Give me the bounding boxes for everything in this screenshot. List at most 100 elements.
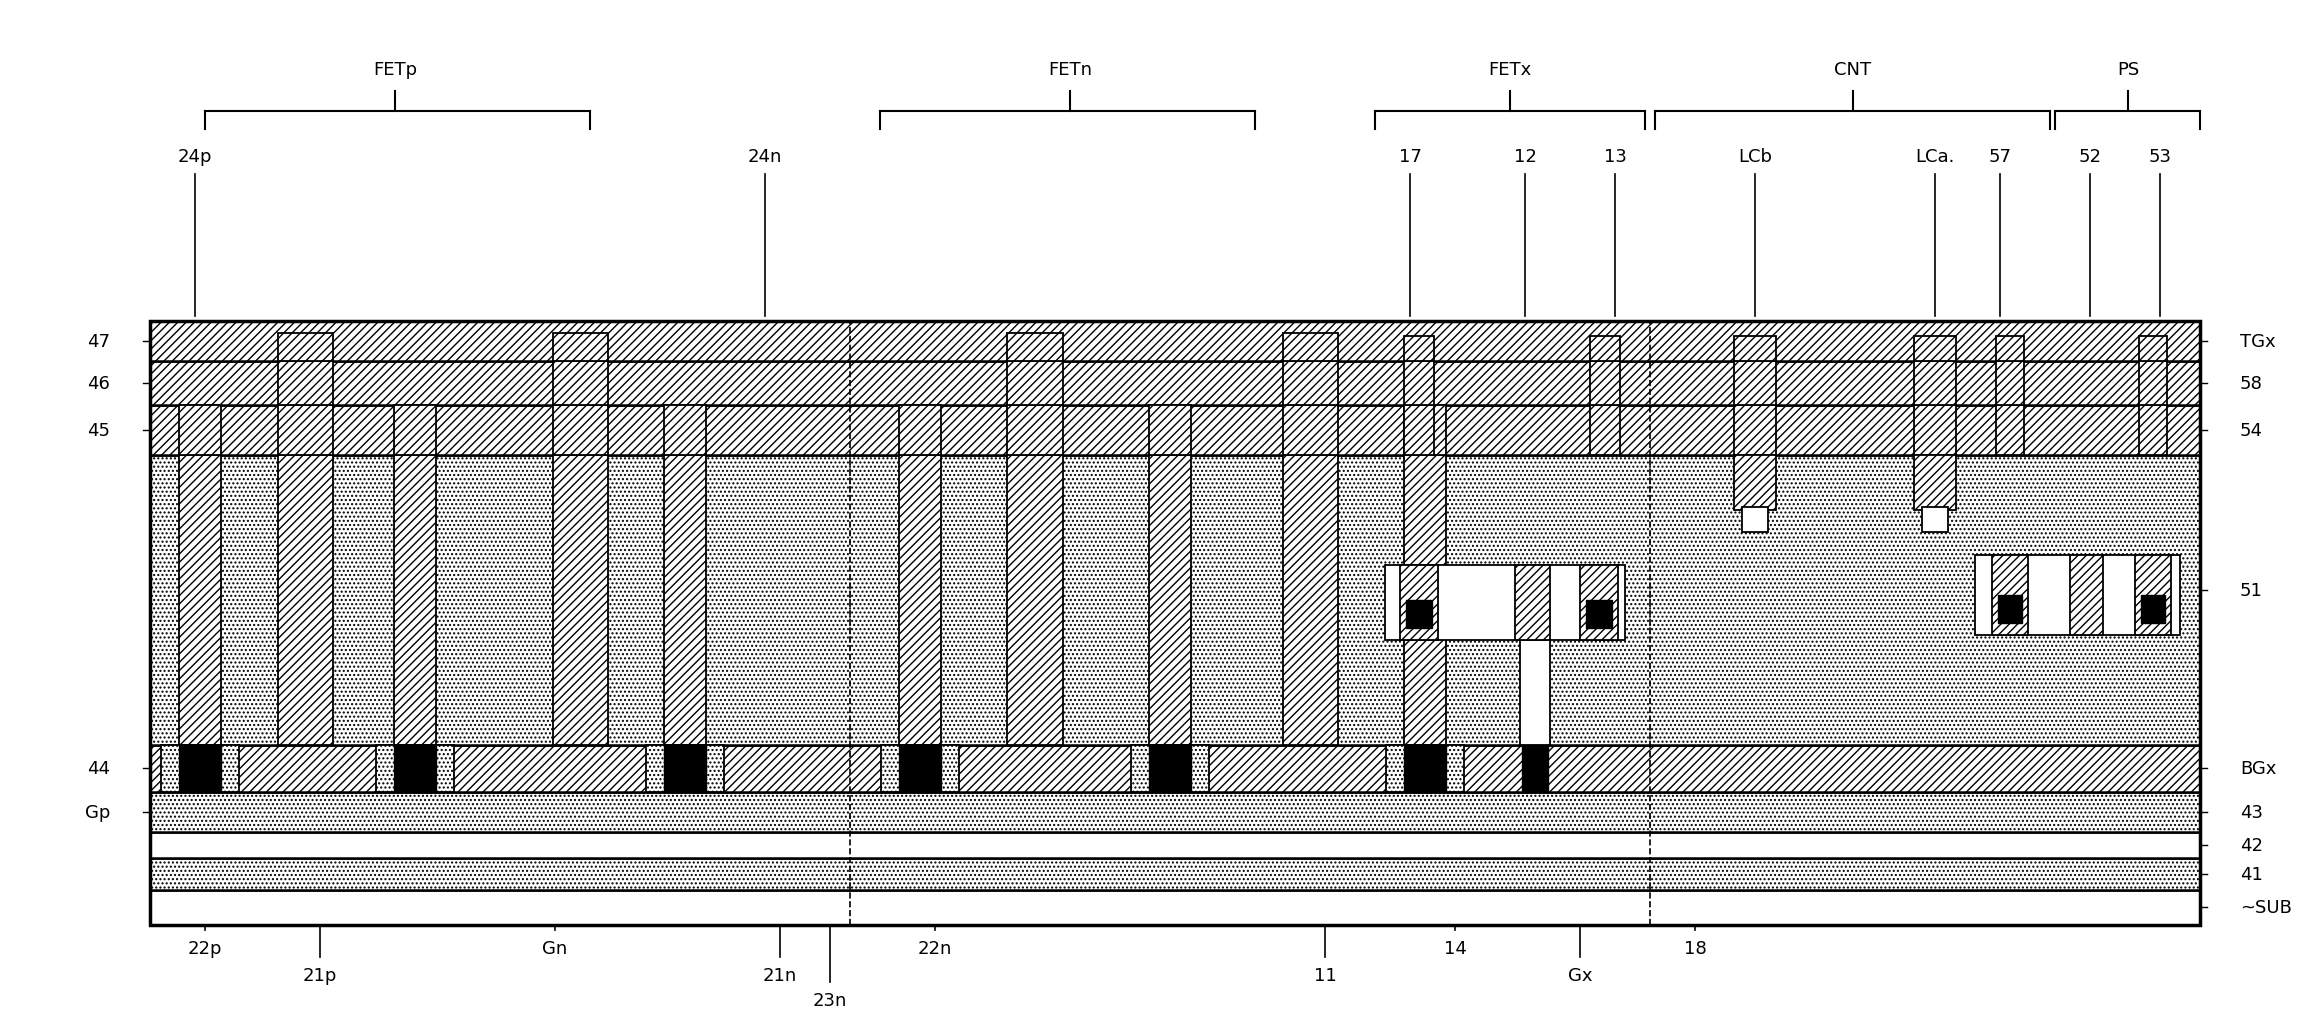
Bar: [1735, 406, 1776, 456]
Bar: [1922, 508, 1947, 533]
Bar: [277, 361, 332, 406]
Text: 13: 13: [1603, 148, 1626, 166]
Bar: [180, 456, 221, 745]
Bar: [1008, 456, 1064, 745]
Bar: [900, 456, 941, 745]
Bar: [900, 406, 941, 456]
Bar: [1580, 566, 1617, 641]
Bar: [150, 456, 2201, 745]
Text: ~SUB: ~SUB: [2240, 899, 2291, 916]
Bar: [150, 832, 2201, 858]
Bar: [1590, 337, 1620, 361]
Bar: [150, 890, 2201, 925]
Text: 22n: 22n: [918, 939, 953, 956]
Bar: [394, 745, 436, 793]
Text: PS: PS: [2118, 61, 2139, 79]
Bar: [900, 745, 941, 793]
Bar: [180, 406, 221, 456]
Bar: [1008, 361, 1064, 406]
Text: 57: 57: [1989, 148, 2012, 166]
Text: 12: 12: [1513, 148, 1536, 166]
Bar: [150, 406, 2201, 456]
Text: 21n: 21n: [764, 966, 798, 984]
Bar: [1405, 456, 1446, 745]
Bar: [1405, 406, 1446, 456]
Bar: [150, 361, 2201, 406]
Bar: [664, 745, 706, 793]
Bar: [1405, 601, 1433, 629]
Text: FETn: FETn: [1047, 61, 1091, 79]
Text: CNT: CNT: [1834, 61, 1871, 79]
Bar: [2139, 337, 2166, 361]
Bar: [2069, 556, 2104, 636]
Bar: [1590, 361, 1620, 406]
Bar: [1387, 745, 1465, 793]
Bar: [1742, 508, 1767, 533]
Text: 22p: 22p: [187, 939, 221, 956]
Bar: [1149, 745, 1190, 793]
Text: Gn: Gn: [542, 939, 568, 956]
Bar: [1283, 456, 1338, 745]
Bar: [2141, 595, 2164, 624]
Bar: [180, 745, 221, 793]
Bar: [551, 406, 607, 456]
Bar: [2134, 556, 2171, 636]
Bar: [376, 745, 454, 793]
Bar: [1130, 745, 1209, 793]
Bar: [1915, 361, 1956, 406]
Text: 47: 47: [88, 333, 111, 350]
Text: FETp: FETp: [374, 61, 418, 79]
Bar: [1915, 456, 1956, 511]
Bar: [394, 456, 436, 745]
Bar: [1915, 406, 1956, 456]
Bar: [1590, 406, 1620, 456]
Bar: [1405, 406, 1435, 456]
Bar: [1400, 566, 1437, 641]
Text: 58: 58: [2240, 374, 2263, 392]
Bar: [551, 361, 607, 406]
Bar: [1735, 337, 1776, 361]
Text: 23n: 23n: [812, 991, 847, 1009]
Bar: [1283, 361, 1338, 406]
Bar: [277, 334, 332, 361]
Text: 11: 11: [1313, 966, 1336, 984]
Bar: [2139, 361, 2166, 406]
Bar: [1405, 361, 1435, 406]
Text: TGx: TGx: [2240, 333, 2275, 350]
Bar: [1523, 745, 1548, 793]
Bar: [1008, 406, 1064, 456]
Bar: [1149, 406, 1190, 456]
Text: 51: 51: [2240, 581, 2263, 600]
Bar: [1384, 566, 1624, 641]
Text: 18: 18: [1684, 939, 1707, 956]
Bar: [1975, 556, 2180, 636]
Bar: [881, 745, 960, 793]
Bar: [1915, 337, 1956, 361]
Bar: [2139, 406, 2166, 456]
Bar: [394, 406, 436, 456]
Bar: [551, 334, 607, 361]
Text: BGx: BGx: [2240, 759, 2277, 777]
Bar: [551, 456, 607, 745]
Text: 52: 52: [2079, 148, 2102, 166]
Text: 43: 43: [2240, 803, 2263, 821]
Bar: [150, 793, 2201, 832]
Bar: [1991, 556, 2028, 636]
Bar: [277, 406, 332, 456]
Text: 42: 42: [2240, 836, 2263, 854]
Text: Gx: Gx: [1569, 966, 1592, 984]
Text: 41: 41: [2240, 865, 2263, 883]
Text: 53: 53: [2148, 148, 2171, 166]
Text: 14: 14: [1444, 939, 1467, 956]
Bar: [664, 456, 706, 745]
Bar: [1998, 595, 2021, 624]
Bar: [1996, 406, 2023, 456]
Text: LCb: LCb: [1737, 148, 1772, 166]
Bar: [1520, 641, 1550, 745]
Bar: [150, 858, 2201, 890]
Bar: [1283, 406, 1338, 456]
Bar: [1996, 337, 2023, 361]
Bar: [664, 406, 706, 456]
Text: 45: 45: [88, 422, 111, 440]
Bar: [1516, 566, 1550, 641]
